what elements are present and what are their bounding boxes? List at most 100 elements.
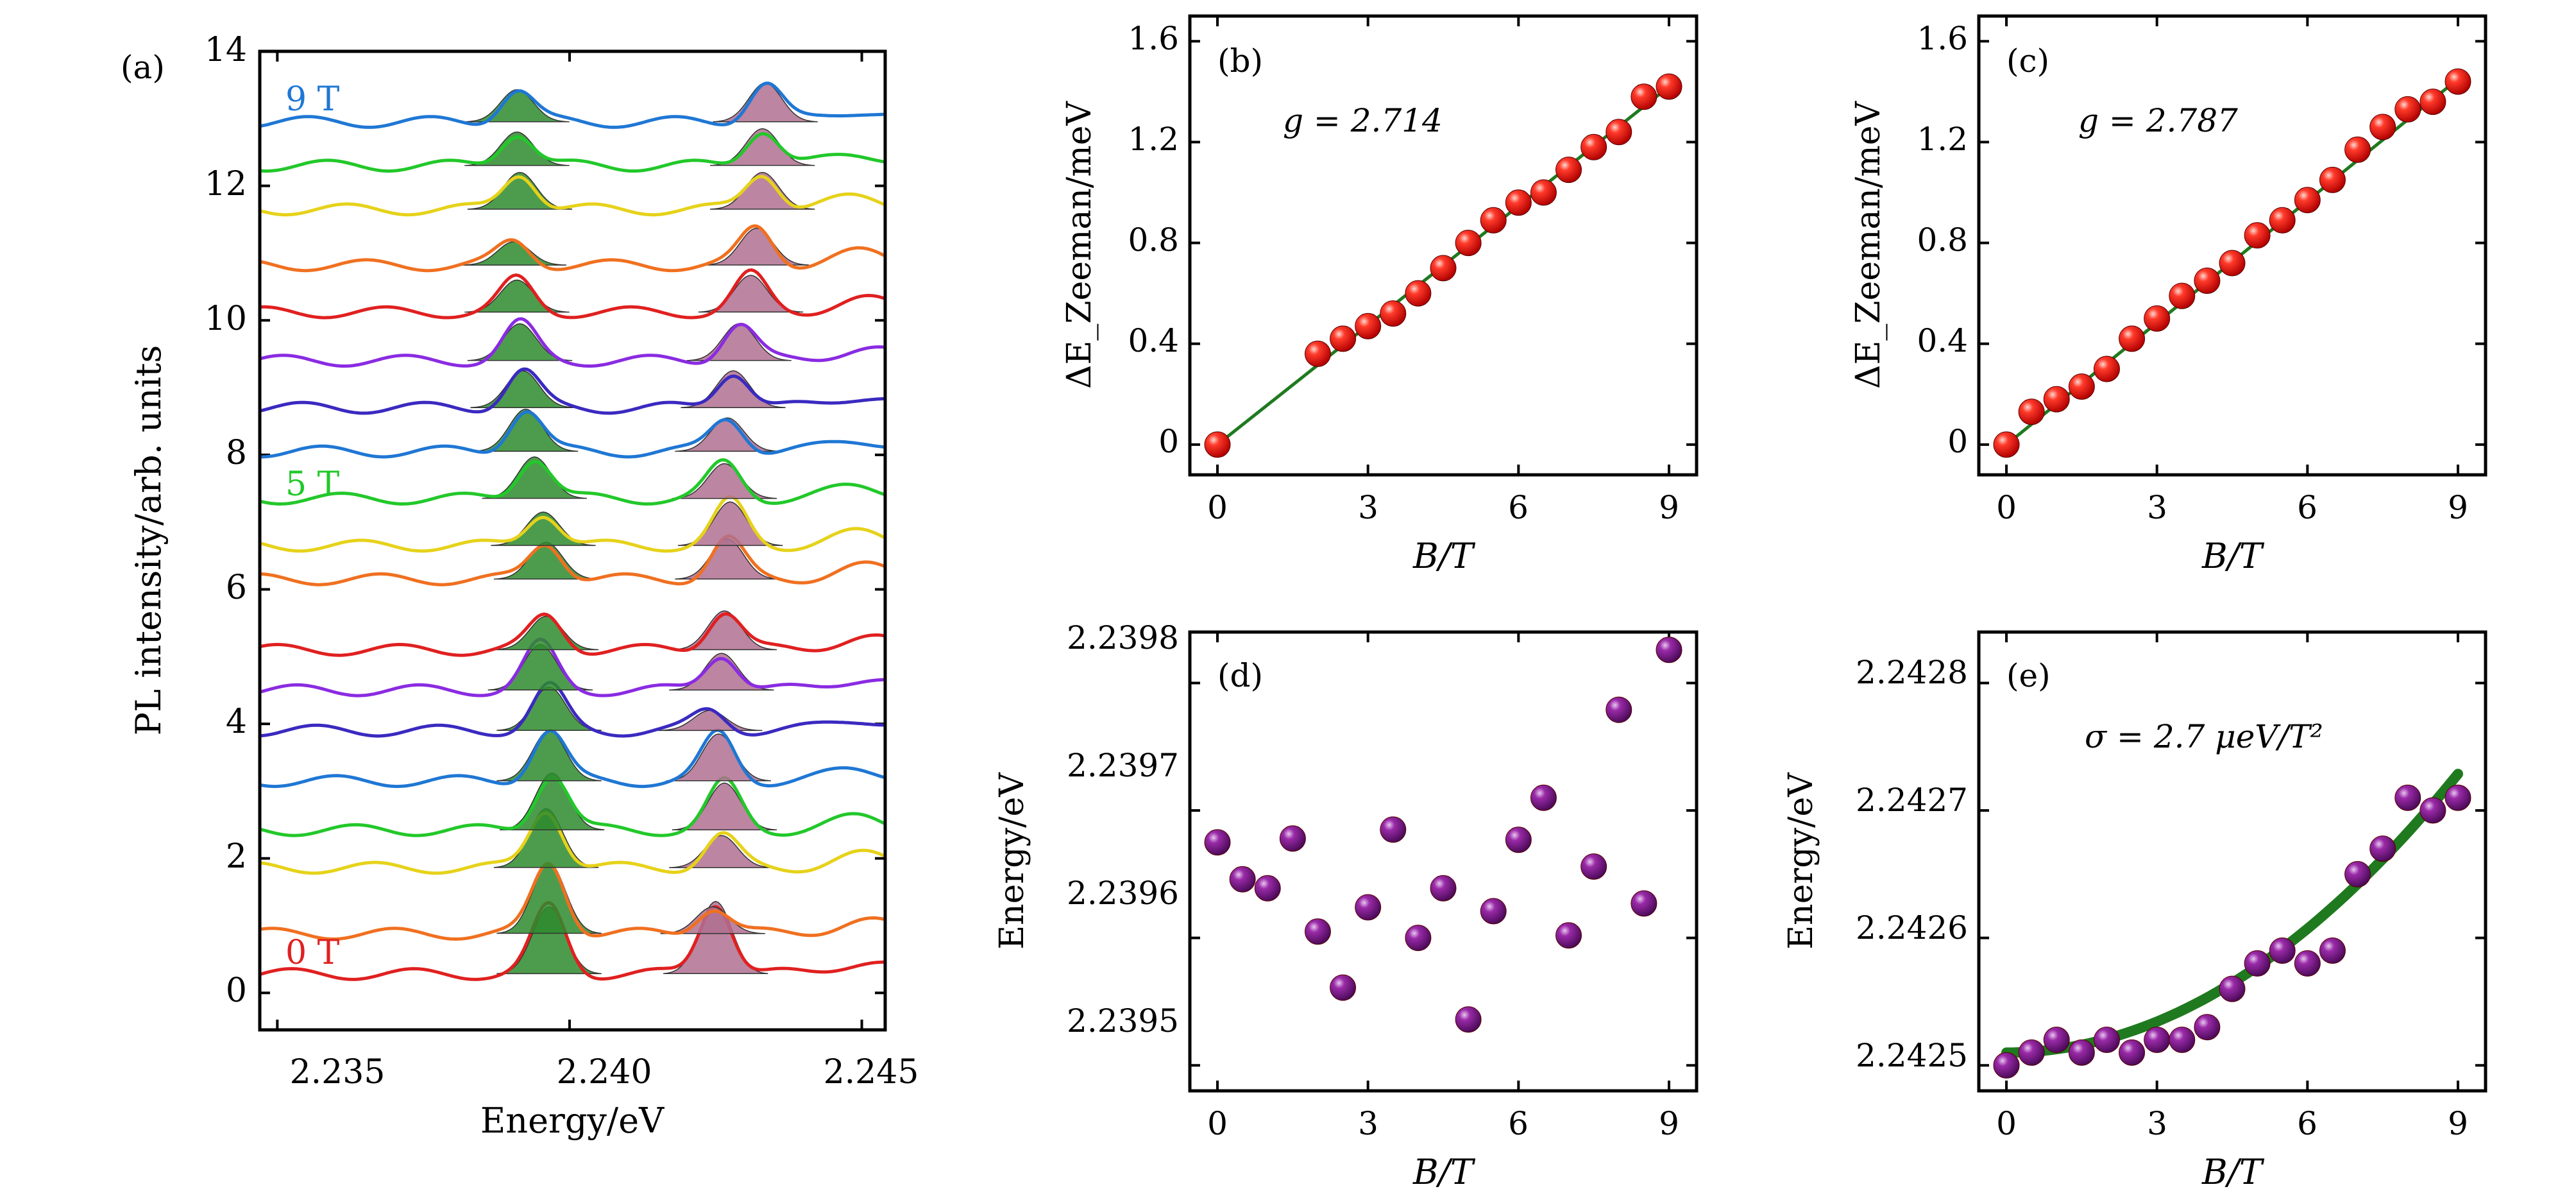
x-tick-label: 6 xyxy=(2297,489,2318,526)
data-point xyxy=(2194,268,2221,294)
spectrum-line xyxy=(259,612,886,657)
y-tick-label: 2.2426 xyxy=(1856,909,1968,946)
panel-d-y-axis-title: Energy/eV xyxy=(993,772,1031,950)
data-point xyxy=(2269,937,2296,964)
data-point xyxy=(2043,386,2070,413)
data-point xyxy=(2445,68,2471,95)
data-point xyxy=(1405,280,1432,307)
y-tick-label: 2.2398 xyxy=(1067,619,1179,656)
y-tick-label: 2.2428 xyxy=(1856,654,1968,691)
y-tick-label: 2.2395 xyxy=(1067,1002,1179,1040)
y-tick-label: 2.2396 xyxy=(1067,875,1179,912)
data-point xyxy=(1430,255,1457,282)
data-point xyxy=(1254,875,1281,902)
spectrum-line xyxy=(259,458,886,506)
panel-b-x-ticks: 0 3 6 9 xyxy=(1207,489,1679,526)
spectrum-line xyxy=(259,175,886,217)
x-tick-label: 3 xyxy=(1358,1105,1378,1142)
data-point xyxy=(1455,230,1482,257)
y-tick-label: 6 xyxy=(226,569,247,607)
panel-a-y-axis-title: PL intensity/arb. units xyxy=(128,345,169,735)
panel-a: (a) Energy/eV PL intensity/arb. units 2.… xyxy=(121,31,919,1141)
data-point xyxy=(1993,1052,2020,1079)
y-tick-label: 0.8 xyxy=(1128,221,1179,259)
panel-e-frame xyxy=(1977,630,2487,1093)
data-point xyxy=(2043,1027,2070,1054)
spectrum-line xyxy=(259,637,886,697)
spectrum-line xyxy=(259,728,886,789)
data-point xyxy=(2194,1014,2221,1041)
y-tick-label: 0.8 xyxy=(1917,221,1968,259)
y-tick-label: 0 xyxy=(226,971,247,1010)
spectrum-line xyxy=(259,367,886,415)
x-tick-label: 2.240 xyxy=(557,1053,652,1091)
spectrum-0.5T xyxy=(259,862,886,941)
data-point xyxy=(1405,925,1432,952)
data-point xyxy=(2144,1027,2171,1054)
data-point xyxy=(1656,637,1682,663)
y-tick-label: 12 xyxy=(205,165,247,203)
data-point xyxy=(1480,207,1507,234)
gaussian-component xyxy=(467,323,573,361)
y-tick-label: 1.2 xyxy=(1128,121,1179,158)
gaussian-component xyxy=(461,241,567,266)
data-point xyxy=(2018,1039,2045,1066)
gaussian-component xyxy=(473,408,579,452)
data-point xyxy=(1304,340,1331,367)
spectrum-line xyxy=(259,132,886,173)
data-point xyxy=(2344,860,2371,887)
panel-a-y-ticks: 0 2 4 6 8 10 12 14 xyxy=(205,31,247,1010)
data-point xyxy=(1355,312,1382,339)
spectrum-line xyxy=(259,775,886,837)
gaussian-component xyxy=(713,82,818,123)
data-point xyxy=(2219,250,2246,277)
data-point xyxy=(1204,829,1231,856)
panel-d-plot xyxy=(1190,632,1697,1091)
y-tick-label: 0 xyxy=(1158,423,1179,460)
data-point xyxy=(2419,89,2446,116)
panel-e-y-axis-title: Energy/eV xyxy=(1782,772,1820,950)
gaussian-component xyxy=(657,710,763,732)
spectrum-line xyxy=(259,81,886,129)
panel-b-plot xyxy=(1190,16,1697,475)
data-point xyxy=(1580,133,1607,160)
data-point xyxy=(1330,325,1357,352)
panel-a-label: (a) xyxy=(121,49,165,86)
data-point xyxy=(1455,1006,1482,1033)
x-tick-label: 3 xyxy=(1358,489,1378,526)
data-point xyxy=(1430,875,1457,902)
data-point xyxy=(2244,950,2271,977)
spectrum-5T xyxy=(259,456,886,506)
data-point xyxy=(1580,853,1607,880)
gaussian-component xyxy=(660,906,765,934)
data-point xyxy=(1480,898,1507,925)
gaussian-component xyxy=(487,644,593,691)
y-tick-label: 2 xyxy=(226,837,247,876)
data-point xyxy=(1204,431,1231,458)
panel-b-y-axis-title: ΔE_Zeeman/meV xyxy=(1060,100,1099,389)
panel-e-y-ticks: 2.2425 2.2426 2.2427 2.2428 xyxy=(1856,654,1968,1074)
panel-c-label: (c) xyxy=(2006,42,2049,80)
spectrum-7T xyxy=(259,268,886,320)
data-point xyxy=(1530,179,1557,206)
data-point xyxy=(2319,937,2346,964)
data-point xyxy=(2119,325,2146,352)
data-point xyxy=(1229,866,1256,893)
x-tick-label: 0 xyxy=(1207,1105,1228,1142)
panel-b-annotation: g = 2.714 xyxy=(1283,102,1443,139)
spectrum-8T xyxy=(259,171,886,217)
panel-e: (e) σ = 2.7 μeV/T² B/T Energy/eV 0 3 6 9… xyxy=(1782,630,2487,1192)
x-tick-label: 9 xyxy=(2448,489,2468,526)
panel-c-y-ticks: 0 0.4 0.8 1.2 1.6 xyxy=(1917,20,1968,460)
y-tick-label: 0 xyxy=(1947,423,1968,460)
spectrum-line xyxy=(259,901,885,981)
fit-curve xyxy=(2001,769,2463,1058)
spectrum-6.5T xyxy=(259,317,886,368)
spectrum-3T xyxy=(259,637,886,697)
data-point xyxy=(2169,282,2196,309)
y-tick-label: 2.2427 xyxy=(1856,782,1968,819)
data-point xyxy=(1993,431,2020,458)
y-tick-label: 2.2425 xyxy=(1856,1037,1968,1074)
panel-e-label: (e) xyxy=(2006,657,2051,694)
